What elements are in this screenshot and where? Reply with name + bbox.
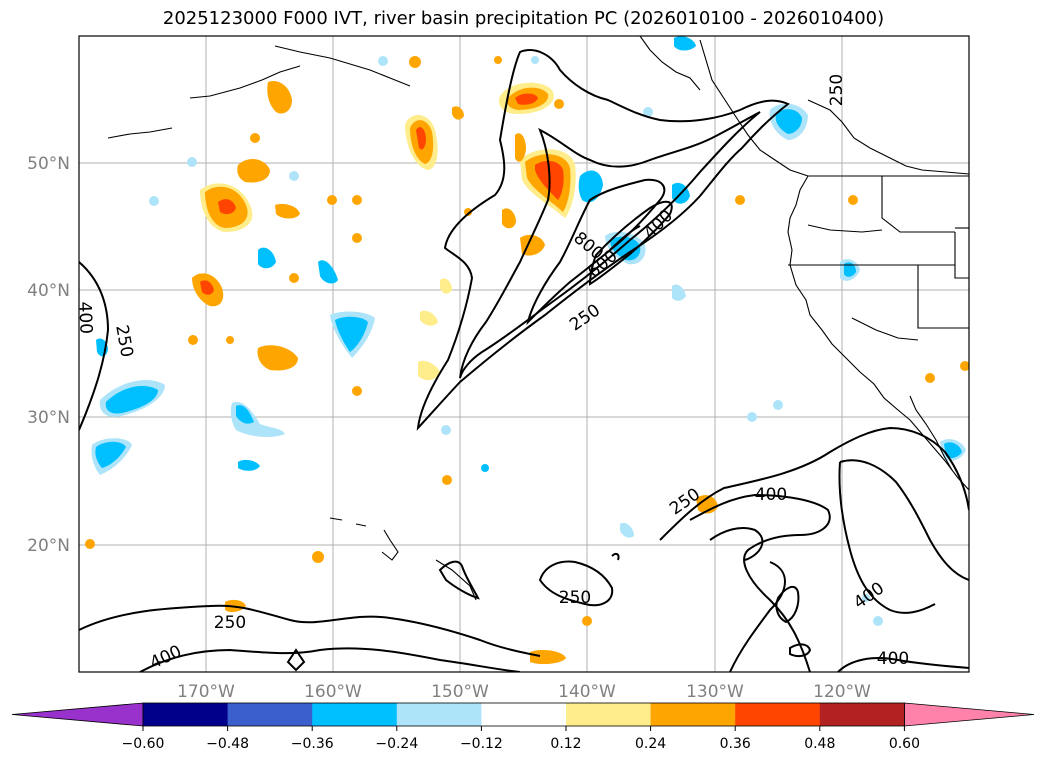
colorbar-tick-label: −0.60 <box>122 736 165 752</box>
lon-label: 130°W <box>686 682 744 702</box>
map-background <box>79 36 969 672</box>
colorbar-swatch <box>227 703 313 726</box>
colorbar-tick-label: 0.36 <box>720 736 751 752</box>
contour-label: 400 <box>877 649 909 669</box>
colorbar-swatch <box>650 703 736 726</box>
contour-label: 400 <box>74 301 95 334</box>
lon-label: 120°W <box>813 682 871 702</box>
colorbar-ticks: −0.60 −0.48 −0.36 −0.24 −0.12 0.12 0.24 0.36 0.4… <box>122 726 920 752</box>
lon-label: 150°W <box>431 682 489 702</box>
colorbar-tick-label: −0.36 <box>291 736 334 752</box>
colorbar-tick-label: −0.24 <box>375 736 418 752</box>
colorbar-tick-label: 0.12 <box>550 736 581 752</box>
colorbar-swatch <box>143 703 229 726</box>
latitude-labels: 50°N 40°N 30°N 20°N <box>27 154 70 556</box>
lon-label: 140°W <box>558 682 616 702</box>
colorbar-tick-label: −0.12 <box>460 736 503 752</box>
colorbar-tick-label: 0.60 <box>889 736 920 752</box>
lat-label: 50°N <box>27 154 70 174</box>
lon-label: 160°W <box>304 682 362 702</box>
colorbar-swatch <box>396 703 482 726</box>
colorbar-swatch <box>312 703 398 726</box>
lat-label: 40°N <box>27 281 70 301</box>
colorbar-swatch <box>735 703 821 726</box>
contour-label: 250 <box>214 613 246 633</box>
ivt-contours <box>79 49 969 672</box>
contour-label: 250 <box>827 74 847 106</box>
colorbar-swatch <box>481 703 567 726</box>
lat-label: 30°N <box>27 408 70 428</box>
lat-label: 20°N <box>27 536 70 556</box>
contour-label: 250 <box>559 588 591 608</box>
colorbar-frame <box>142 702 905 727</box>
colorbar-swatch <box>819 703 905 726</box>
longitude-labels: 170°W 160°W 150°W 140°W 130°W 120°W <box>177 682 871 702</box>
colorbar-extend-min <box>11 702 144 727</box>
colorbar-swatch <box>566 703 652 726</box>
colorbar: −0.60 −0.48 −0.36 −0.24 −0.12 0.12 0.24 0.36 0.4… <box>11 702 1035 752</box>
map-frame <box>78 35 970 673</box>
map-title: 2025123000 F000 IVT, river basin precipi… <box>162 8 885 29</box>
coastlines <box>107 36 969 601</box>
colorbar-tick-label: 0.24 <box>635 736 666 752</box>
contour-label: 400 <box>755 485 787 505</box>
colorbar-tick-label: 0.48 <box>804 736 835 752</box>
lon-label: 170°W <box>177 682 235 702</box>
colorbar-extend-max <box>904 702 1035 727</box>
colorbar-tick-label: −0.48 <box>206 736 249 752</box>
colorbar-swatches <box>11 702 1035 727</box>
